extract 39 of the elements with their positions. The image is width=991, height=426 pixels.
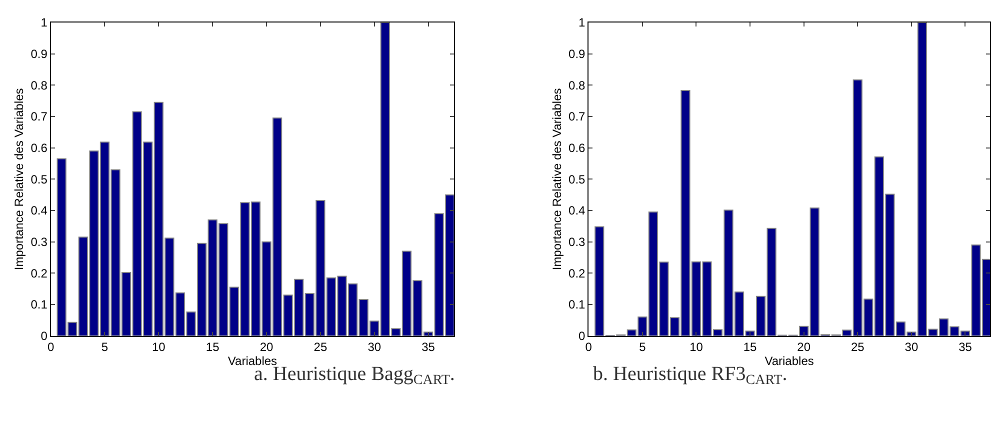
y-tick-label: 0: [578, 329, 586, 344]
y-tick-label: 1: [40, 16, 48, 30]
x-tick-label: 10: [152, 340, 166, 354]
y-tick-label: 0: [40, 329, 48, 344]
y-tick-label: 0.2: [30, 266, 48, 280]
y-tick-label: 0.7: [568, 110, 586, 124]
x-tick-label: 20: [797, 340, 811, 354]
y-tick-label: 0.8: [568, 78, 586, 92]
y-tick-label: 0.2: [568, 266, 586, 280]
y-tick-label: 0.5: [568, 172, 586, 186]
y-tick-label: 0.4: [30, 204, 48, 218]
y-tick-label: 0.8: [30, 78, 48, 92]
x-tick-label: 10: [690, 340, 704, 354]
y-tick-label: 0.3: [30, 235, 48, 250]
x-tick-label: 30: [904, 340, 918, 354]
y-tick-label: 1: [578, 16, 586, 30]
x-tick-label: 15: [743, 340, 758, 354]
y-axis-title: Importance Relative des Variables: [12, 88, 26, 270]
y-tick-label: 0.6: [568, 141, 586, 156]
x-tick-label: 20: [260, 340, 274, 354]
x-tick-label: 30: [368, 340, 382, 354]
y-tick-label: 0.6: [30, 141, 48, 156]
x-tick-label: 15: [206, 340, 220, 354]
y-axis-title: Importance Relative des Variables: [550, 88, 564, 270]
y-tick-label: 0.7: [30, 110, 48, 124]
x-tick-label: 5: [101, 340, 108, 354]
x-tick-label: 25: [314, 340, 328, 354]
x-tick-label: 35: [958, 340, 972, 354]
y-tick-label: 0.9: [568, 47, 586, 62]
y-tick-label: 0.4: [568, 204, 586, 218]
y-tick-label: 0.5: [30, 172, 48, 186]
x-axis-title: Variables: [764, 354, 814, 368]
y-tick-label: 0.1: [30, 298, 48, 312]
x-tick-label: 25: [850, 340, 865, 354]
y-tick-label: 0.3: [568, 235, 586, 250]
x-tick-label: 5: [639, 340, 646, 354]
y-tick-label: 0.1: [568, 298, 586, 312]
x-tick-label: 35: [422, 340, 436, 354]
y-tick-label: 0.9: [30, 47, 48, 62]
